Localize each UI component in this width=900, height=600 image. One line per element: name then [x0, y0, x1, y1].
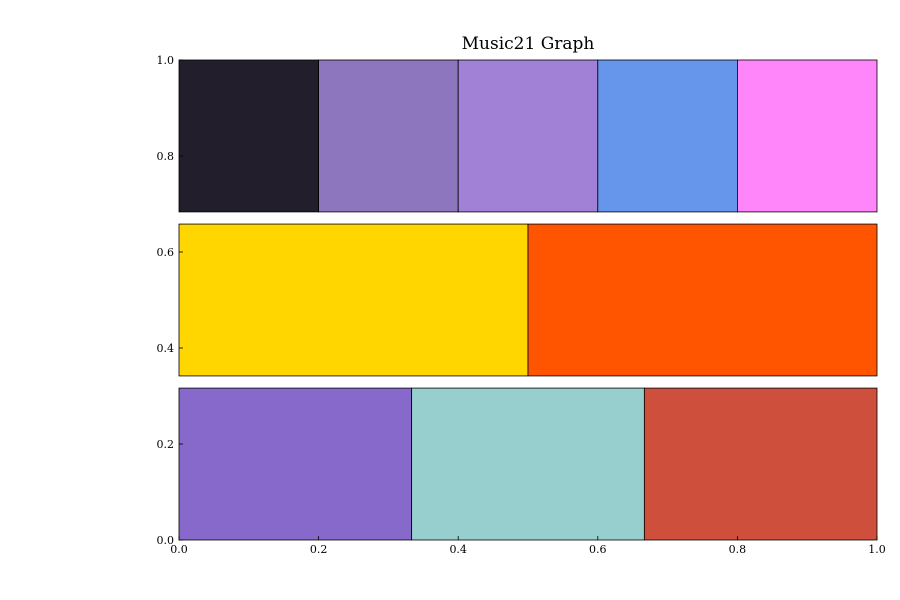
bar-segment: [178, 59, 320, 213]
x-tick-label: 0.0: [170, 543, 188, 556]
x-axis-ticks: 0.0 0.2 0.4 0.6 0.8 1.0: [170, 536, 886, 556]
chart-row-2: [178, 223, 878, 377]
chart-title: Music21 Graph: [462, 34, 595, 54]
bar-segment: [597, 59, 738, 213]
y-tick-label: 0.4: [157, 342, 175, 355]
chart-row-1: [178, 59, 878, 213]
bar-segment: [737, 59, 878, 213]
y-axis-ticks: 0.0 0.2 0.4 0.6 0.8 1.0: [157, 54, 183, 547]
x-tick-label: 1.0: [868, 543, 886, 556]
x-tick-label: 0.2: [310, 543, 328, 556]
bar-segment: [457, 59, 599, 213]
chart-rows: [178, 59, 878, 541]
bar-segment: [411, 387, 645, 541]
bar-segment: [178, 387, 413, 541]
chart-row-3: [178, 387, 878, 541]
bar-segment: [178, 223, 529, 377]
bar-segment: [318, 59, 459, 213]
x-tick-label: 0.4: [449, 543, 467, 556]
x-tick-label: 0.6: [589, 543, 607, 556]
bar-segment: [527, 223, 878, 377]
bar-segment: [643, 387, 878, 541]
y-tick-label: 0.8: [157, 150, 175, 163]
x-tick-label: 0.8: [729, 543, 747, 556]
y-tick-label: 0.0: [157, 534, 175, 547]
y-tick-label: 1.0: [157, 54, 175, 67]
y-tick-label: 0.2: [157, 438, 175, 451]
y-tick-label: 0.6: [157, 246, 175, 259]
